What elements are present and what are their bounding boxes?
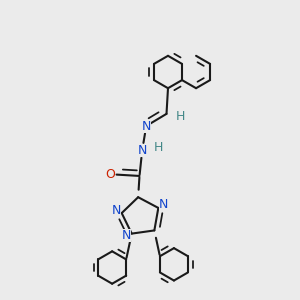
Text: H: H: [154, 141, 164, 154]
Text: N: N: [122, 229, 131, 242]
Text: N: N: [137, 144, 147, 157]
Text: O: O: [105, 168, 115, 181]
Text: N: N: [112, 204, 121, 217]
Text: N: N: [159, 198, 168, 212]
Text: N: N: [142, 119, 151, 133]
Text: H: H: [175, 110, 185, 123]
